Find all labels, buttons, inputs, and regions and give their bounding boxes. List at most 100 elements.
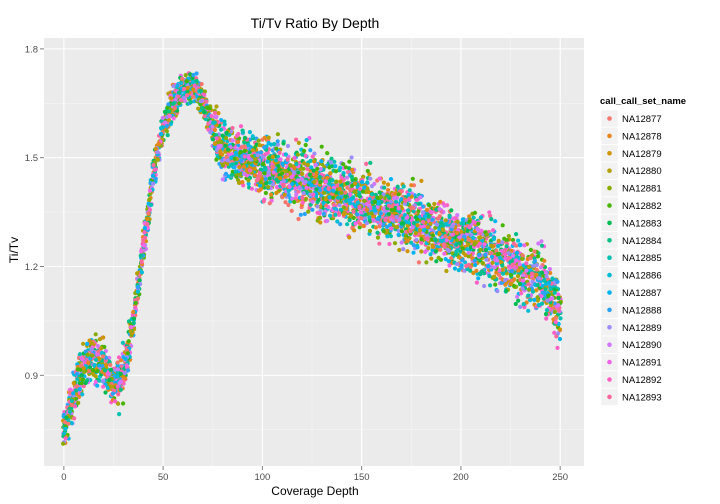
data-point <box>516 298 521 303</box>
data-point <box>165 105 170 110</box>
data-point <box>263 190 268 196</box>
data-point <box>377 241 382 246</box>
data-point <box>317 174 322 180</box>
data-point <box>246 178 251 183</box>
data-point <box>556 308 561 313</box>
data-point <box>343 190 348 195</box>
data-point <box>545 298 550 303</box>
data-point <box>139 249 144 254</box>
data-point <box>546 293 551 298</box>
data-point <box>352 181 358 186</box>
data-point <box>400 216 405 221</box>
data-point <box>496 251 502 256</box>
data-point <box>85 341 90 346</box>
data-point <box>294 161 299 167</box>
data-point <box>108 367 114 372</box>
data-point <box>532 249 537 254</box>
data-point <box>302 161 307 166</box>
data-point <box>357 205 362 210</box>
data-point <box>477 235 482 240</box>
legend-label: NA12880 <box>622 166 662 177</box>
y-tick-label: 1.2 <box>25 262 38 273</box>
data-point <box>328 213 333 218</box>
data-point <box>303 197 308 202</box>
data-point <box>170 101 176 106</box>
data-point <box>528 298 533 303</box>
data-point <box>394 224 399 230</box>
data-point <box>471 235 476 241</box>
data-point <box>399 197 404 202</box>
data-point <box>308 148 313 153</box>
x-tick-label: 0 <box>61 472 66 483</box>
data-point <box>202 92 207 97</box>
data-point <box>292 199 297 205</box>
legend-key-marker <box>607 377 612 382</box>
data-point <box>465 228 470 233</box>
data-point <box>71 391 76 396</box>
data-point <box>429 210 434 215</box>
data-point <box>203 117 209 122</box>
data-point <box>482 242 487 247</box>
data-point <box>266 135 271 140</box>
data-point <box>147 188 153 193</box>
data-point <box>534 267 539 272</box>
data-point <box>313 173 319 179</box>
data-point <box>435 222 440 227</box>
data-point <box>131 316 137 321</box>
data-point <box>532 297 537 302</box>
legend-label: NA12882 <box>622 201 662 212</box>
data-point <box>487 273 492 279</box>
data-point <box>410 176 415 181</box>
data-point <box>63 426 68 431</box>
data-point <box>258 179 263 185</box>
data-point <box>378 211 383 216</box>
data-point <box>330 164 335 169</box>
data-point <box>80 392 85 397</box>
data-point <box>450 224 455 229</box>
data-point <box>258 167 263 172</box>
data-point <box>164 123 169 129</box>
data-point <box>85 352 90 357</box>
data-point <box>97 356 102 361</box>
data-point <box>372 181 377 186</box>
data-point <box>536 302 541 308</box>
data-point <box>318 220 323 225</box>
data-point <box>194 78 199 84</box>
data-point <box>171 84 176 89</box>
data-point <box>390 204 395 209</box>
data-point <box>313 162 318 167</box>
data-point <box>325 175 330 180</box>
data-point <box>81 384 86 389</box>
data-point <box>416 260 421 265</box>
data-point <box>277 150 282 155</box>
data-point <box>500 223 505 228</box>
legend-key-marker <box>607 325 612 330</box>
data-point <box>242 140 247 145</box>
data-point <box>101 335 106 340</box>
data-point <box>409 183 414 188</box>
data-point <box>135 285 141 290</box>
data-point <box>156 142 161 147</box>
data-point <box>492 265 497 270</box>
data-point <box>151 163 156 168</box>
data-point <box>275 179 280 184</box>
data-point <box>214 157 219 162</box>
data-point <box>357 192 362 197</box>
data-point <box>129 325 134 330</box>
data-point <box>358 221 363 226</box>
data-point <box>281 141 286 146</box>
data-point <box>90 353 95 358</box>
data-point <box>298 186 303 191</box>
data-point <box>467 225 472 230</box>
data-point <box>407 188 412 193</box>
data-point <box>423 249 428 254</box>
legend-label: NA12885 <box>622 253 662 264</box>
data-point <box>424 260 429 265</box>
legend-key-marker <box>607 255 612 260</box>
data-point <box>250 134 255 139</box>
data-point <box>322 190 327 195</box>
data-point <box>521 278 526 283</box>
data-point <box>516 268 521 273</box>
data-point <box>482 283 487 289</box>
